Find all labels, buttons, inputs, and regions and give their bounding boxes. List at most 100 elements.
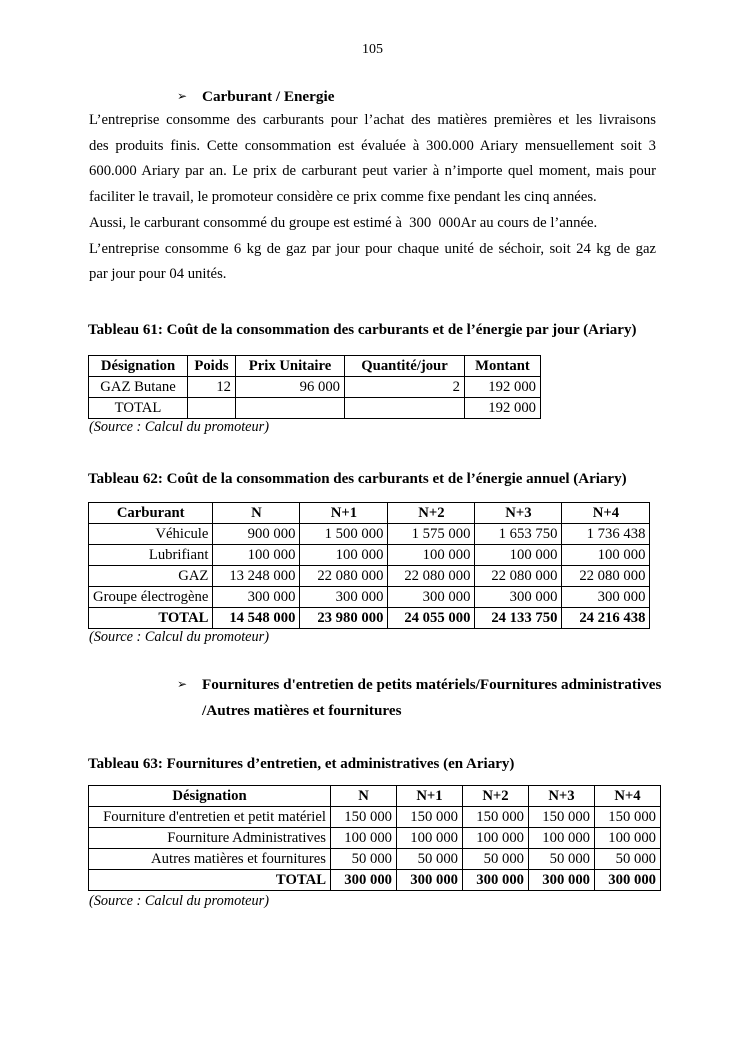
table-row: TOTAL 14 548 000 23 980 000 24 055 000 24 13…	[87, 607, 651, 629]
column-header: Poids	[187, 355, 236, 377]
table-cell: 300 000	[330, 869, 397, 891]
table-cell: 100 000	[330, 827, 397, 849]
table-cell: 24 055 000	[387, 607, 476, 629]
table-62-title: Tableau 62: Coût de la consommation des …	[88, 471, 627, 487]
table-cell	[344, 397, 465, 419]
table-cell: TOTAL	[87, 607, 214, 629]
table-cell: 900 000	[212, 523, 301, 545]
table-cell: 100 000	[299, 544, 389, 566]
table-cell: 300 000	[462, 869, 529, 891]
column-header: N+1	[396, 785, 463, 807]
arrow-bullet-icon: ➢	[177, 677, 188, 691]
table-63-title: Tableau 63: Fournitures d’entretien, et …	[88, 756, 515, 772]
table-cell: Fourniture d'entretien et petit matériel	[88, 806, 331, 828]
column-header: Désignation	[88, 355, 188, 377]
table-cell: 300 000	[212, 586, 301, 608]
table-62-source: (Source : Calcul du promoteur)	[89, 629, 270, 645]
column-header: N+1	[299, 502, 389, 524]
table-cell: GAZ Butane	[88, 376, 188, 398]
table-cell: 100 000	[474, 544, 563, 566]
table-cell: TOTAL	[88, 869, 331, 891]
table-cell: Lubrifiant	[87, 544, 214, 566]
table-61-source: (Source : Calcul du promoteur)	[89, 419, 270, 435]
table-cell: 100 000	[462, 827, 529, 849]
table-row: GAZ Butane 12 96 000 2 192 000	[88, 376, 541, 398]
table-cell: 100 000	[594, 827, 661, 849]
table-cell: 300 000	[299, 586, 389, 608]
table-row: TOTAL 192 000	[88, 397, 541, 419]
paragraph-line: L’entreprise consomme des carburants pou…	[89, 112, 656, 128]
table-cell: 22 080 000	[561, 565, 651, 587]
table-cell: 24 133 750	[474, 607, 563, 629]
table-row: Lubrifiant 100 000 100 000 100 000 100 000 10…	[87, 544, 651, 566]
table-cell: 150 000	[396, 806, 463, 828]
table-cell: 300 000	[528, 869, 595, 891]
section-heading-text: Fournitures d'entretien de petits matéri…	[202, 672, 661, 723]
column-header: N+3	[474, 502, 563, 524]
table-cell: 14 548 000	[212, 607, 301, 629]
table-cell: 96 000	[235, 376, 345, 398]
column-header: N+2	[462, 785, 529, 807]
table-cell: 1 575 000	[387, 523, 476, 545]
table-cell: 150 000	[594, 806, 661, 828]
column-header: N+4	[561, 502, 651, 524]
table-cell: 150 000	[330, 806, 397, 828]
column-header: N	[212, 502, 301, 524]
table-cell: 24 216 438	[561, 607, 651, 629]
table-cell: 23 980 000	[299, 607, 389, 629]
table-cell: 150 000	[528, 806, 595, 828]
table-row: Autres matières et fournitures 50 000 50 0…	[88, 848, 661, 870]
body-paragraphs: L’entreprise consomme des carburants pou…	[89, 108, 656, 288]
table-cell: 150 000	[462, 806, 529, 828]
table-63: Désignation N N+1 N+2 N+3 N+4 Fourniture d'en…	[88, 785, 661, 891]
table-cell: 22 080 000	[474, 565, 563, 587]
table-cell: 192 000	[464, 376, 541, 398]
table-cell: 22 080 000	[387, 565, 476, 587]
column-header: Quantité/jour	[344, 355, 465, 377]
table-cell: 100 000	[387, 544, 476, 566]
table-cell: TOTAL	[88, 397, 188, 419]
section-heading-fournitures: ➢ Fournitures d'entretien de petits maté…	[177, 672, 661, 723]
column-header: Prix Unitaire	[235, 355, 345, 377]
table-62-header-row: Carburant N N+1 N+2 N+3 N+4	[87, 502, 651, 524]
table-cell	[235, 397, 345, 419]
table-61-header-row: Désignation Poids Prix Unitaire Quantité/jo…	[88, 355, 541, 377]
arrow-bullet-icon: ➢	[177, 89, 188, 103]
table-cell: 50 000	[528, 848, 595, 870]
table-cell: Fourniture Administratives	[88, 827, 331, 849]
table-cell: 300 000	[396, 869, 463, 891]
column-header: N+2	[387, 502, 476, 524]
table-row: Fourniture Administratives 100 000 100 000…	[88, 827, 661, 849]
table-cell: 50 000	[396, 848, 463, 870]
table-row: TOTAL 300 000 300 000 300 000 300 000 300 000	[88, 869, 661, 891]
table-cell: 100 000	[561, 544, 651, 566]
table-cell: 192 000	[464, 397, 541, 419]
table-cell: 1 653 750	[474, 523, 563, 545]
section-heading-line2: /Autres matières et fournitures	[202, 701, 402, 719]
table-cell: 300 000	[561, 586, 651, 608]
section-heading-carburant: ➢ Carburant / Energie	[177, 84, 334, 110]
table-cell: 1 736 438	[561, 523, 651, 545]
column-header: N+3	[528, 785, 595, 807]
table-cell: 2	[344, 376, 465, 398]
paragraph-line: Aussi, le carburant consommé du groupe e…	[89, 214, 598, 231]
paragraph-line: 600.000 Ariary par an. Le prix de carbur…	[89, 163, 656, 180]
table-row: Fourniture d'entretien et petit matériel…	[88, 806, 661, 828]
table-cell: 12	[187, 376, 236, 398]
table-cell: 300 000	[387, 586, 476, 608]
table-cell: 50 000	[594, 848, 661, 870]
paragraph-line: par jour pour 04 unités.	[89, 266, 227, 283]
table-cell: 100 000	[212, 544, 301, 566]
table-cell: GAZ	[87, 565, 214, 587]
table-cell	[187, 397, 236, 419]
table-row: Véhicule 900 000 1 500 000 1 575 000 1 653 7…	[87, 523, 651, 545]
table-cell: 22 080 000	[299, 565, 389, 587]
table-row: GAZ 13 248 000 22 080 000 22 080 000 22 080 …	[87, 565, 651, 587]
table-row: Groupe électrogène 300 000 300 000 300 000 3…	[87, 586, 651, 608]
table-cell: Véhicule	[87, 523, 214, 545]
table-cell: 300 000	[474, 586, 563, 608]
table-cell: Groupe électrogène	[87, 586, 214, 608]
column-header: N	[330, 785, 397, 807]
table-cell: 100 000	[396, 827, 463, 849]
